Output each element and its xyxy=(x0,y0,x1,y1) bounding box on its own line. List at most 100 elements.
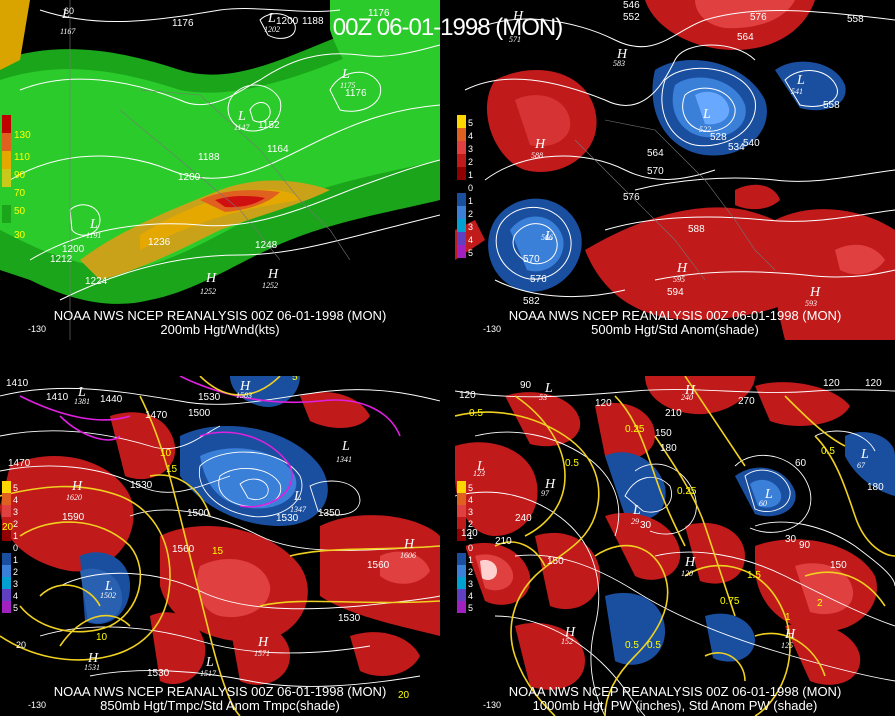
svg-text:1176: 1176 xyxy=(172,18,194,29)
svg-text:H: H xyxy=(239,379,251,394)
svg-text:541: 541 xyxy=(791,87,803,96)
svg-text:30: 30 xyxy=(640,520,652,531)
svg-text:1410: 1410 xyxy=(46,392,69,403)
contour-labels-850mb: 1410 1410 1440 1470 1500 1530 1470 1530 … xyxy=(2,376,410,701)
svg-text:593: 593 xyxy=(805,299,817,308)
longitude-tick: -130 xyxy=(28,324,46,334)
svg-text:60: 60 xyxy=(759,499,767,508)
svg-text:583: 583 xyxy=(613,59,625,68)
panel-1000mb: 5 4 3 2 1 0 1 2 3 4 5 120 90 120 150 180… xyxy=(455,376,895,716)
svg-text:15: 15 xyxy=(212,546,224,557)
svg-text:1: 1 xyxy=(13,555,18,565)
panel-caption-variable: 200mb Hgt/Wnd(kts) xyxy=(160,322,280,337)
svg-text:150: 150 xyxy=(655,428,672,439)
svg-text:1212: 1212 xyxy=(50,254,73,265)
svg-text:570: 570 xyxy=(523,254,540,265)
svg-text:L: L xyxy=(860,447,869,462)
svg-text:L: L xyxy=(632,503,641,518)
svg-text:L: L xyxy=(702,107,711,122)
svg-text:1176: 1176 xyxy=(368,8,390,19)
svg-text:29: 29 xyxy=(631,517,639,526)
svg-text:10: 10 xyxy=(160,448,172,459)
map-850mb: 5 4 3 2 1 0 1 2 3 4 5 1410 1410 1440 147… xyxy=(0,376,440,716)
svg-text:L: L xyxy=(764,487,773,502)
svg-text:564: 564 xyxy=(647,148,664,159)
svg-text:120: 120 xyxy=(823,378,840,389)
svg-text:1381: 1381 xyxy=(74,397,90,406)
longitude-tick: -130 xyxy=(483,324,501,334)
panel-caption-variable: 1000mb Hgt, PW (inches), Std Anom PW (sh… xyxy=(532,698,818,713)
legend-label: 30 xyxy=(14,230,26,241)
svg-text:588: 588 xyxy=(688,224,705,235)
svg-text:2: 2 xyxy=(13,567,18,577)
svg-text:570: 570 xyxy=(647,166,664,177)
svg-text:1590: 1590 xyxy=(62,512,85,523)
svg-text:1188: 1188 xyxy=(302,16,324,27)
svg-text:0.5: 0.5 xyxy=(565,458,579,469)
svg-text:240: 240 xyxy=(681,393,693,402)
svg-text:595: 595 xyxy=(673,275,685,284)
svg-text:H: H xyxy=(684,555,696,570)
svg-text:H: H xyxy=(205,271,217,286)
svg-text:2: 2 xyxy=(468,519,473,529)
svg-text:0.5: 0.5 xyxy=(625,640,639,651)
svg-text:0.75: 0.75 xyxy=(720,596,740,607)
panel-200mb: 130 110 90 70 50 30 1176 1188 1176 1200 … xyxy=(0,0,440,340)
svg-text:1347: 1347 xyxy=(290,505,307,514)
longitude-tick: -130 xyxy=(28,700,46,710)
svg-text:0: 0 xyxy=(468,183,473,193)
svg-text:270: 270 xyxy=(738,396,755,407)
svg-text:546: 546 xyxy=(623,0,640,11)
panel-caption-source: NOAA NWS NCEP REANALYSIS 00Z 06-01-1998 … xyxy=(53,684,387,699)
svg-text:1200: 1200 xyxy=(276,16,299,27)
svg-text:H: H xyxy=(564,625,576,640)
map-1000mb: 5 4 3 2 1 0 1 2 3 4 5 120 90 120 150 180… xyxy=(455,376,895,716)
svg-text:558: 558 xyxy=(823,100,840,111)
svg-text:5: 5 xyxy=(13,603,18,613)
svg-text:123: 123 xyxy=(473,469,485,478)
svg-text:1470: 1470 xyxy=(8,458,31,469)
svg-text:H: H xyxy=(784,627,796,642)
svg-text:1252: 1252 xyxy=(200,287,216,296)
svg-text:1236: 1236 xyxy=(148,237,171,248)
svg-text:1.5: 1.5 xyxy=(747,570,761,581)
contour-labels-200mb: 1176 1188 1176 1200 1152 1164 1200 1188 … xyxy=(50,6,390,287)
svg-text:1560: 1560 xyxy=(172,544,195,555)
svg-text:2: 2 xyxy=(13,519,18,529)
svg-text:1224: 1224 xyxy=(85,276,108,287)
panel-850mb: 5 4 3 2 1 0 1 2 3 4 5 1410 1410 1440 147… xyxy=(0,376,440,716)
svg-text:1: 1 xyxy=(468,170,473,180)
svg-text:1175: 1175 xyxy=(340,81,355,90)
svg-text:528: 528 xyxy=(710,132,727,143)
svg-text:4: 4 xyxy=(468,131,473,141)
svg-text:L: L xyxy=(104,579,113,594)
svg-text:1341: 1341 xyxy=(336,455,352,464)
svg-text:120: 120 xyxy=(459,390,476,401)
svg-text:0.5: 0.5 xyxy=(469,408,483,419)
svg-text:L: L xyxy=(237,109,246,124)
svg-text:1500: 1500 xyxy=(188,408,211,419)
svg-text:1147: 1147 xyxy=(234,123,250,132)
legend-label: 70 xyxy=(14,188,26,199)
svg-text:1200: 1200 xyxy=(62,244,85,255)
svg-text:L: L xyxy=(205,655,214,670)
map-200mb: 130 110 90 70 50 30 1176 1188 1176 1200 … xyxy=(0,0,440,340)
svg-text:180: 180 xyxy=(660,443,677,454)
svg-text:1530: 1530 xyxy=(276,513,299,524)
svg-text:240: 240 xyxy=(515,513,532,524)
svg-text:1560: 1560 xyxy=(367,560,390,571)
legend-label: 130 xyxy=(14,130,31,141)
svg-text:2: 2 xyxy=(817,598,823,609)
svg-text:1531: 1531 xyxy=(84,663,100,672)
svg-text:4: 4 xyxy=(468,495,473,505)
svg-text:L: L xyxy=(267,11,276,26)
svg-text:1410: 1410 xyxy=(6,378,29,389)
svg-text:97: 97 xyxy=(541,489,550,498)
svg-text:0: 0 xyxy=(468,543,473,553)
svg-text:H: H xyxy=(616,47,628,62)
svg-text:L: L xyxy=(341,67,350,82)
